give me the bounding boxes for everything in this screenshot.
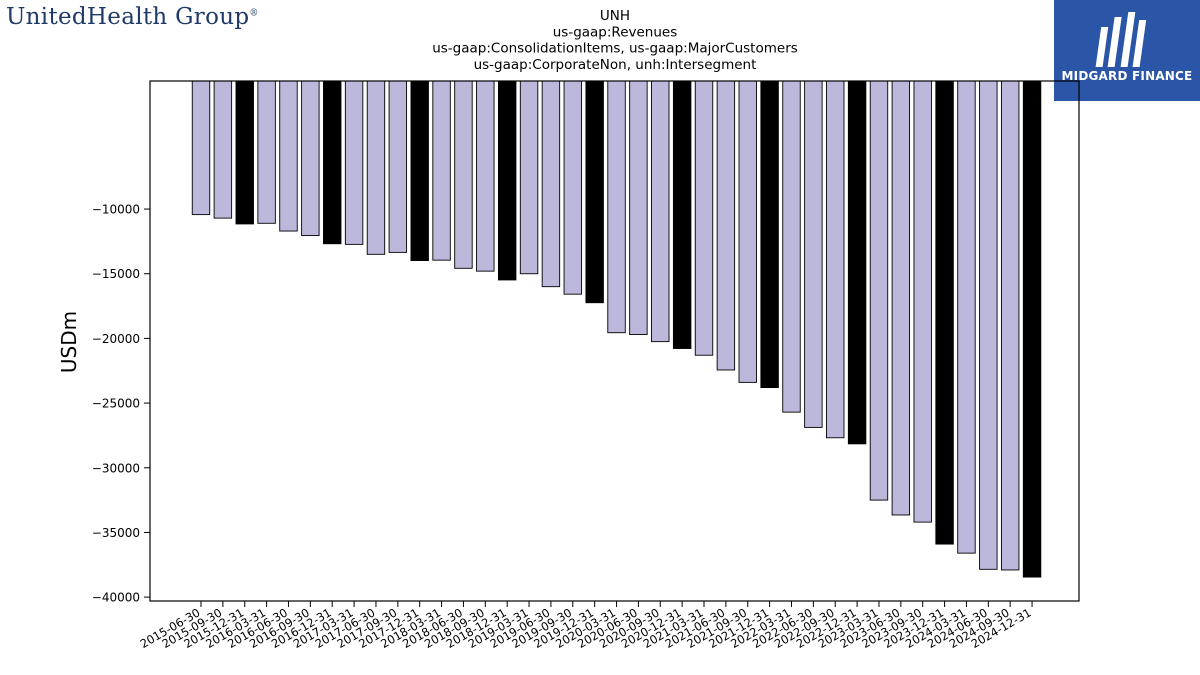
company-logo-text: UnitedHealth Group: [6, 4, 250, 30]
bar: [301, 80, 320, 237]
y-tick-label: −35000: [92, 526, 140, 540]
bar: [323, 80, 342, 245]
registered-mark: ®: [249, 8, 259, 19]
bar: [476, 80, 495, 272]
x-axis: 2015-06-302015-09-302015-12-312016-03-31…: [138, 601, 1034, 651]
company-logo: UnitedHealth Group®: [6, 4, 259, 30]
bar: [454, 80, 473, 269]
bar: [738, 80, 757, 383]
bar: [782, 80, 801, 413]
chart-title-line: us-gaap:ConsolidationItems, us-gaap:Majo…: [432, 41, 798, 57]
chart-title-line: UNH: [600, 8, 630, 24]
y-tick-label: −10000: [92, 203, 140, 217]
brand-logo-icon: [1095, 12, 1147, 67]
y-tick-label: −40000: [92, 591, 140, 605]
bar: [935, 80, 954, 545]
bar: [672, 80, 692, 349]
brand-name: MIDGARD FINANCE: [1061, 69, 1193, 83]
y-tick-label: −20000: [92, 332, 140, 346]
bar: [651, 80, 670, 343]
bar: [191, 80, 211, 216]
bar: [760, 80, 779, 389]
bar: [979, 80, 998, 570]
bar: [957, 80, 976, 554]
bar: [585, 80, 604, 304]
y-axis-label: USDm: [57, 311, 81, 373]
bar: [847, 80, 867, 445]
plot-frame: [149, 80, 1080, 602]
bar: [541, 80, 561, 288]
bar: [1022, 80, 1042, 578]
y-tick-label: −15000: [92, 267, 140, 281]
bar: [344, 80, 364, 245]
chart-title-line: us-gaap:Revenues: [553, 24, 678, 40]
bar: [694, 80, 714, 356]
bar: [804, 80, 823, 428]
bar: [869, 80, 889, 501]
bar: [716, 80, 736, 371]
bar: [891, 80, 911, 516]
bar: [410, 80, 429, 261]
bar: [519, 80, 539, 275]
bar: [826, 80, 845, 439]
chart-title: UNHus-gaap:Revenuesus-gaap:Consolidation…: [432, 8, 798, 73]
bar: [497, 80, 517, 281]
bar: [235, 80, 254, 225]
bar: [563, 80, 582, 295]
bar: [388, 80, 408, 253]
bar: [1000, 80, 1020, 571]
bar: [629, 80, 648, 335]
bar: [257, 80, 276, 224]
y-tick-label: −30000: [92, 461, 140, 475]
bar: [366, 80, 386, 255]
chart-title-line: us-gaap:CorporateNon, unh:Intersegment: [474, 57, 757, 73]
y-tick-label: −25000: [92, 397, 140, 411]
bar: [279, 80, 298, 232]
bar: [213, 80, 233, 219]
bars: [191, 80, 1042, 578]
brand-badge: MIDGARD FINANCE: [1054, 0, 1200, 101]
bar: [607, 80, 626, 334]
y-axis: −10000 −15000 −20000 −25000 −30000 −35000 −400…: [92, 203, 150, 605]
bar: [432, 80, 451, 261]
bar: [913, 80, 932, 523]
